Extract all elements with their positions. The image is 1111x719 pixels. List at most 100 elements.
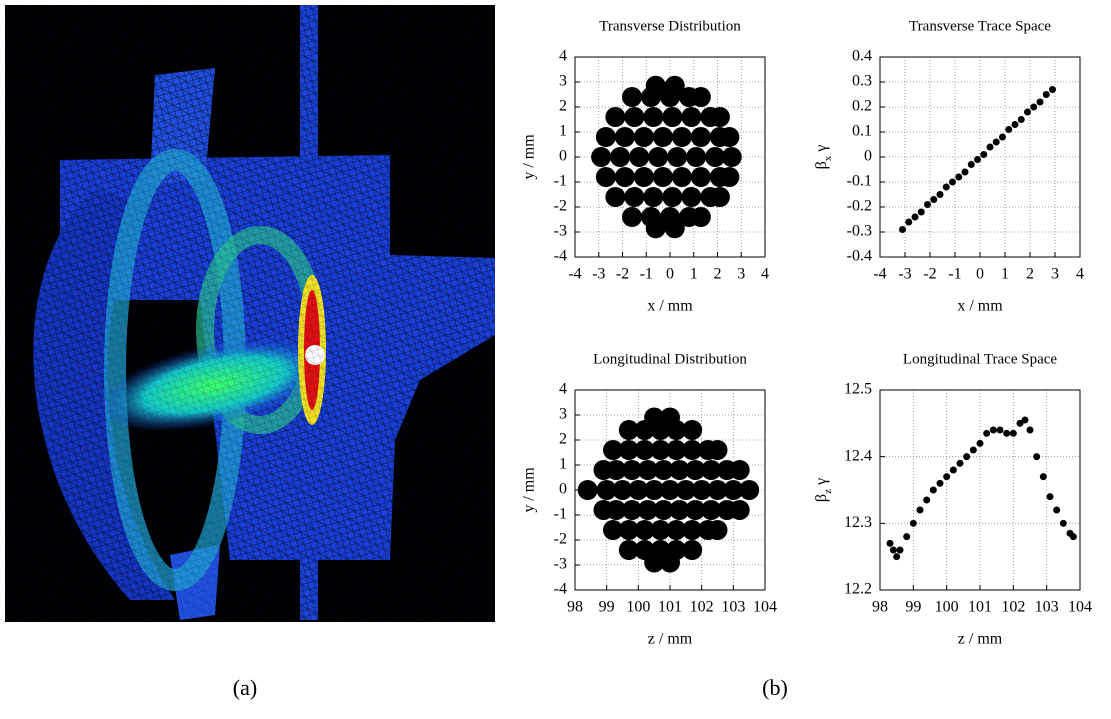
- panel-label: (b): [762, 675, 788, 700]
- point: [662, 187, 683, 207]
- point: [652, 167, 673, 187]
- y-tick-label: -2: [554, 198, 567, 215]
- point: [610, 147, 631, 167]
- point: [1033, 453, 1041, 461]
- y-tick-label: -1: [554, 173, 567, 190]
- point: [1005, 126, 1013, 133]
- point: [643, 107, 664, 127]
- point: [660, 552, 680, 573]
- x-tick-label: 3: [1051, 266, 1059, 283]
- point: [1030, 103, 1038, 111]
- point: [709, 187, 730, 207]
- point: [685, 500, 706, 520]
- point: [605, 107, 626, 127]
- point: [629, 147, 650, 167]
- point: [614, 167, 635, 187]
- point: [664, 75, 685, 96]
- point: [701, 460, 722, 480]
- x-tick-label: 100: [626, 599, 650, 616]
- point: [999, 133, 1006, 141]
- point: [648, 147, 669, 167]
- point: [645, 218, 666, 239]
- y-tick-label: -3: [554, 223, 567, 240]
- point: [1059, 519, 1067, 527]
- point: [739, 480, 760, 500]
- point: [682, 440, 703, 460]
- plot-frame: [574, 56, 766, 258]
- point: [612, 480, 633, 500]
- point: [691, 480, 712, 500]
- label-symbol: β: [813, 494, 830, 502]
- point: [936, 191, 944, 198]
- x-tick-label: 104: [753, 599, 777, 616]
- point: [633, 127, 654, 147]
- point: [662, 107, 683, 127]
- x-tick-label: 98: [567, 599, 583, 616]
- point: [614, 127, 635, 147]
- x-tick-label: -2: [616, 266, 629, 283]
- x-tick-label: 0: [666, 266, 674, 283]
- y-tick-label: -4: [554, 581, 567, 598]
- y-tick-label: -3: [554, 556, 567, 573]
- point: [1042, 91, 1050, 98]
- label-subscript: x: [822, 155, 834, 161]
- chart-title: Transverse Distribution: [599, 18, 741, 34]
- point: [644, 552, 665, 573]
- point: [671, 127, 692, 147]
- label-symbol: β: [813, 161, 830, 169]
- point: [618, 540, 639, 560]
- x-tick-label: 103: [1035, 599, 1059, 616]
- x-tick-label: 4: [1076, 266, 1084, 283]
- point: [949, 466, 957, 474]
- point: [644, 480, 665, 500]
- point: [622, 460, 642, 480]
- point: [729, 500, 750, 520]
- point: [942, 183, 950, 191]
- point: [930, 196, 938, 203]
- y-axis-label: βxγ: [813, 145, 834, 170]
- point: [664, 218, 685, 239]
- point: [596, 480, 617, 500]
- point: [949, 178, 956, 186]
- point: [969, 446, 977, 454]
- point: [690, 207, 711, 227]
- y-tick-label: 0: [559, 481, 567, 498]
- point: [634, 440, 655, 460]
- point: [690, 167, 711, 187]
- x-tick-label: -1: [640, 266, 653, 283]
- point: [1021, 416, 1029, 424]
- plot-frame: [879, 56, 1081, 258]
- point: [909, 519, 917, 527]
- point: [667, 147, 688, 167]
- point: [1026, 426, 1034, 434]
- point: [719, 167, 740, 187]
- y-tick-label: 0.2: [852, 98, 872, 115]
- point: [1024, 108, 1031, 116]
- point: [721, 147, 742, 167]
- point: [936, 479, 944, 487]
- point: [624, 187, 645, 207]
- y-tick-label: 12.4: [844, 447, 872, 464]
- point: [911, 213, 919, 221]
- point: [976, 439, 984, 447]
- point: [1017, 116, 1025, 123]
- x-tick-label: -3: [898, 266, 911, 283]
- point: [707, 440, 728, 460]
- y-tick-label: -0.4: [847, 248, 872, 265]
- point: [719, 127, 740, 147]
- x-tick-label: 0: [976, 266, 984, 283]
- point: [633, 167, 654, 187]
- point: [682, 420, 703, 440]
- point: [606, 500, 627, 520]
- point: [681, 187, 702, 207]
- point: [637, 460, 658, 480]
- x-tick-label: 101: [658, 599, 682, 616]
- point: [653, 500, 674, 520]
- point: [983, 429, 991, 437]
- point: [660, 480, 680, 500]
- point: [896, 546, 904, 554]
- plot-frame: [879, 389, 1081, 591]
- point: [916, 506, 924, 514]
- point: [618, 440, 639, 460]
